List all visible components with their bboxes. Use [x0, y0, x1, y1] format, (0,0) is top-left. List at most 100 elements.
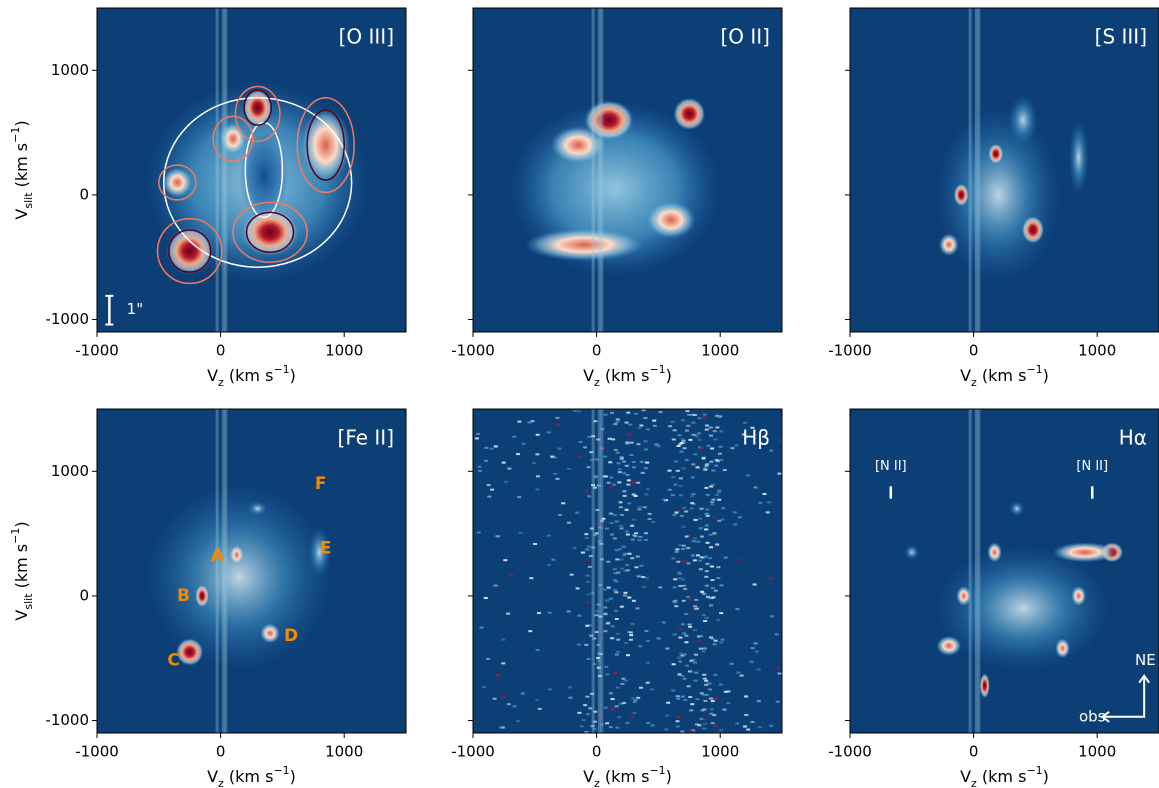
noise [693, 679, 698, 682]
label-part: V [12, 610, 31, 621]
noise [621, 677, 626, 680]
noise [620, 682, 625, 685]
noise [608, 486, 613, 489]
noise [486, 657, 491, 660]
noise [684, 429, 689, 432]
noise [710, 501, 715, 504]
noise [703, 468, 708, 471]
noise [644, 493, 649, 496]
noise [613, 672, 618, 675]
noise [692, 559, 697, 562]
noise [711, 498, 716, 501]
noise [609, 476, 614, 479]
noise [677, 577, 682, 580]
noise [603, 630, 608, 633]
noise [640, 471, 645, 474]
emission [988, 143, 1004, 164]
emission [260, 623, 280, 644]
noise [618, 471, 623, 474]
noise [633, 535, 638, 538]
noise [698, 647, 703, 650]
noise [630, 557, 635, 560]
noise [699, 692, 704, 695]
noise [616, 462, 621, 465]
contour [296, 96, 355, 194]
noise [675, 720, 680, 723]
noise [627, 552, 632, 555]
noise [616, 638, 621, 641]
stripe [215, 409, 219, 733]
annotation: E [320, 539, 332, 559]
y-tick-label: 1000 [51, 462, 89, 480]
contour [156, 217, 223, 285]
noise [615, 418, 620, 421]
noise [546, 534, 551, 537]
noise [638, 686, 643, 689]
noise [678, 584, 683, 587]
noise [682, 441, 687, 444]
noise [704, 528, 709, 531]
noise [750, 426, 755, 429]
noise [603, 613, 608, 616]
noise [703, 722, 708, 725]
noise [686, 547, 691, 550]
noise [697, 417, 702, 420]
noise [717, 519, 722, 522]
noise [710, 503, 715, 506]
noise [643, 538, 648, 541]
emission [979, 673, 990, 699]
noise [599, 542, 604, 545]
noise [595, 508, 600, 511]
noise [682, 447, 687, 450]
stripe [597, 8, 601, 332]
noise [705, 493, 710, 496]
noise [528, 630, 533, 633]
noise [684, 535, 689, 538]
stripe [974, 8, 978, 332]
noise [598, 715, 603, 718]
noise [680, 548, 685, 551]
x-tick-label: 1000 [701, 342, 739, 360]
noise [605, 599, 610, 602]
noise [609, 637, 614, 640]
noise [726, 690, 731, 693]
noise [568, 696, 573, 699]
noise [688, 729, 693, 732]
noise [609, 522, 614, 525]
noise [608, 461, 613, 464]
noise [572, 547, 577, 550]
annotation: NE [1135, 651, 1156, 669]
noise [601, 446, 606, 449]
noise [608, 512, 613, 515]
noise [698, 559, 703, 562]
noise [612, 423, 617, 426]
label-part: (km s [600, 366, 650, 385]
noise [705, 462, 710, 465]
noise [775, 667, 780, 670]
noise [713, 589, 718, 592]
noise [624, 421, 629, 424]
noise [714, 464, 719, 467]
noise [710, 700, 715, 703]
noise [613, 579, 618, 582]
noise [677, 572, 682, 575]
noise [743, 725, 748, 728]
label-part: z [218, 777, 224, 788]
noise [632, 466, 637, 469]
noise [588, 624, 593, 627]
noise [589, 555, 594, 558]
noise [597, 674, 602, 677]
noise [638, 535, 643, 538]
noise [756, 700, 761, 703]
stripe [221, 8, 225, 332]
y-tick-label: -1000 [45, 711, 89, 729]
noise [584, 559, 589, 562]
noise [693, 629, 698, 632]
noise [722, 708, 727, 711]
noise [688, 438, 693, 441]
annotation: C [167, 651, 179, 671]
noise [686, 424, 691, 427]
noise [535, 649, 540, 652]
noise [630, 623, 635, 626]
noise [715, 460, 720, 463]
